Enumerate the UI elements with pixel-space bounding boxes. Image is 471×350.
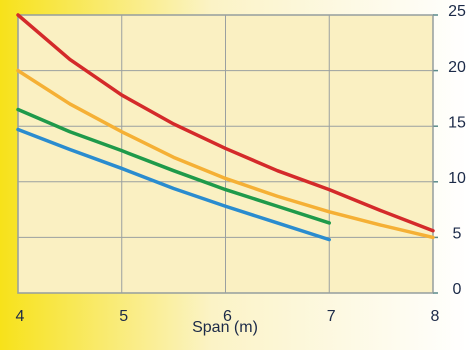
series-line: [16, 13, 435, 233]
y-tick-label: 20: [448, 59, 466, 76]
x-tick-label: 6: [223, 308, 232, 325]
series-line: [16, 107, 331, 225]
y-tick-label: 10: [448, 170, 466, 187]
x-tick-label: 4: [16, 308, 25, 325]
y-tick-label: 0: [453, 281, 462, 298]
x-tick-label: 7: [327, 308, 336, 325]
y-tick-label: 25: [448, 3, 466, 20]
x-axis-label: Span (m): [192, 319, 258, 336]
y-tick-label: 15: [448, 114, 466, 131]
series-line: [16, 68, 435, 240]
series-line: [16, 127, 331, 242]
x-tick-label: 8: [431, 308, 440, 325]
x-tick-label: 5: [119, 308, 128, 325]
y-tick-label: 5: [453, 226, 462, 243]
